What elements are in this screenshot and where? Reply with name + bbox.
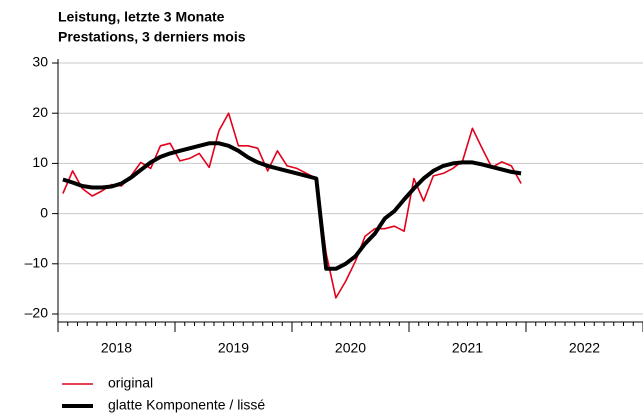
x-tick-label: 2021 [452, 340, 483, 356]
chart-subtitle: Prestations, 3 derniers mois [58, 29, 246, 45]
y-tick-label: –10 [25, 255, 49, 271]
x-tick-label: 2022 [569, 340, 600, 356]
series-line [62, 112, 522, 299]
legend-label: glatte Komponente / lissé [108, 397, 265, 413]
y-tick-label: 20 [32, 104, 48, 120]
y-tick-label: –20 [25, 305, 49, 321]
chart-title: Leistung, letzte 3 Monate [58, 9, 225, 25]
y-tick-label: 30 [32, 54, 48, 70]
x-tick-label: 2019 [218, 340, 249, 356]
x-tick-label: 2020 [335, 340, 366, 356]
legend-label: original [108, 375, 153, 391]
x-tick-label: 2018 [101, 340, 132, 356]
series-line [62, 141, 522, 271]
y-tick-label: 10 [32, 154, 48, 170]
y-tick-label: 0 [40, 204, 48, 220]
